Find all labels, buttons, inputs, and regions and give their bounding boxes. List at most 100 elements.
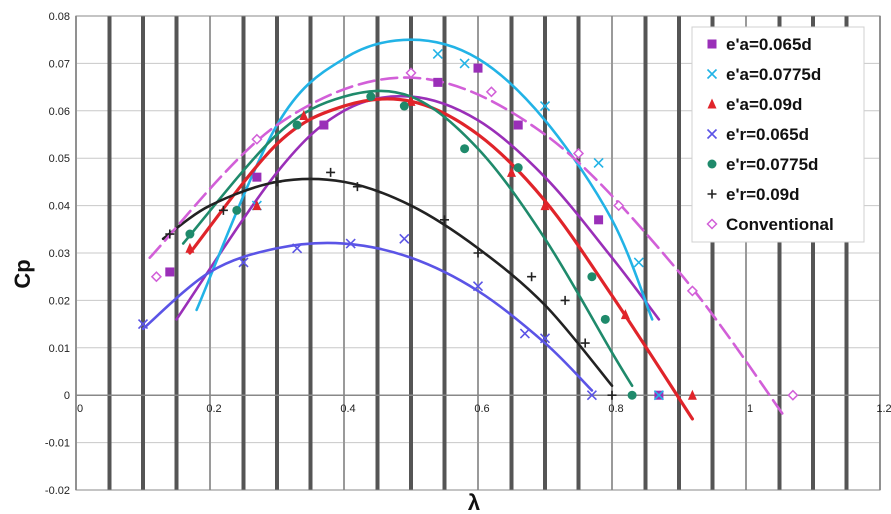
y-tick-label: 0.01 [49, 343, 70, 355]
data-point [627, 390, 637, 400]
data-point [399, 101, 409, 111]
legend: e'a=0.065d e'a=0.0775d e'a=0.09d e'r=0.065d… [691, 26, 865, 243]
data-point [406, 95, 416, 106]
data-point [593, 157, 604, 169]
data-point [527, 272, 537, 282]
data-point [594, 215, 604, 225]
legend-label: e'a=0.09d [726, 95, 802, 114]
legend-label: e'r=0.09d [726, 185, 800, 204]
series-trend-line [188, 97, 694, 421]
data-point [345, 238, 356, 249]
series-trend-line [141, 241, 594, 392]
data-point [432, 48, 443, 59]
data-point [572, 147, 585, 160]
data-point [165, 267, 175, 277]
series-trend-line [181, 89, 634, 388]
data-point [165, 229, 175, 239]
legend-marker [707, 39, 717, 49]
legend-marker [706, 68, 718, 80]
data-point [150, 271, 162, 283]
data-point [607, 390, 617, 400]
data-point [539, 100, 551, 112]
data-point [137, 319, 149, 330]
data-point [787, 389, 799, 401]
data-point [620, 309, 630, 320]
legend-marker [707, 159, 717, 169]
data-point [539, 333, 551, 344]
legend-marker [706, 218, 718, 230]
legend-box [691, 26, 865, 243]
data-point [600, 314, 610, 324]
y-axis-title: Cp [10, 259, 35, 288]
data-point [292, 243, 303, 254]
data-markers [137, 48, 799, 401]
legend-label: e'r=0.0775d [726, 155, 818, 174]
legend-label: e'r=0.065d [726, 125, 809, 144]
data-point [472, 281, 484, 292]
data-point [459, 58, 470, 69]
grid-lines [75, 15, 881, 491]
trend-lines [141, 38, 788, 421]
data-point [252, 200, 262, 211]
data-point [473, 248, 483, 258]
legend-label: e'a=0.065d [726, 35, 812, 54]
data-point [272, 177, 282, 187]
legend-marker [706, 128, 718, 140]
data-point [507, 166, 516, 177]
data-point [540, 200, 550, 211]
data-point [686, 285, 698, 297]
data-point [633, 257, 644, 268]
data-point [185, 242, 195, 253]
x-tick-label: 0.4 [340, 403, 355, 415]
data-point [238, 257, 249, 268]
x-tick-label: 1 [747, 403, 753, 415]
data-point [580, 338, 590, 348]
tick-labels: -0.02 -0.01 0 0.01 0.02 0.03 0.04 0.05 0.06 0.07 0… [45, 11, 891, 497]
data-point [405, 67, 417, 79]
x-tick-label: 0 [77, 403, 83, 415]
data-point [292, 120, 302, 130]
data-point [185, 229, 195, 239]
data-point [560, 295, 570, 305]
plot-border [75, 15, 881, 491]
data-point [218, 205, 228, 215]
x-tick-label: 1.2 [876, 403, 891, 415]
data-point [613, 200, 625, 212]
legend-marker [707, 189, 717, 199]
y-tick-label: 0.02 [49, 295, 70, 307]
y-tick-label: -0.02 [45, 485, 70, 497]
data-point [326, 167, 336, 177]
data-point [366, 92, 376, 102]
data-point [440, 215, 449, 225]
x-axis-title: λ [468, 490, 480, 514]
x-tick-label: 0.8 [608, 403, 623, 415]
data-point [473, 63, 483, 73]
data-point [433, 77, 443, 87]
data-point [460, 144, 470, 154]
data-point [485, 86, 497, 98]
legend-label: e'a=0.0775d [726, 65, 821, 84]
data-point [299, 110, 309, 121]
y-tick-label: 0.06 [49, 106, 70, 118]
data-point [586, 390, 597, 401]
y-tick-label: 0 [64, 390, 70, 402]
y-tick-label: 0.05 [49, 153, 70, 165]
data-point [399, 233, 410, 244]
y-tick-label: 0.03 [49, 248, 70, 260]
y-tick-label: 0.07 [49, 58, 70, 70]
data-point [232, 205, 242, 215]
legend-marker [707, 98, 717, 109]
data-point [513, 163, 523, 173]
data-point [251, 133, 263, 145]
data-point [513, 120, 523, 130]
data-point [352, 182, 362, 192]
data-point [687, 389, 697, 400]
series-trend-line [148, 76, 788, 421]
data-point [587, 272, 597, 282]
data-point [252, 172, 262, 182]
x-tick-label: 0.2 [206, 403, 221, 415]
series-trend-line [161, 177, 614, 388]
series-trend-line [175, 94, 661, 321]
y-tick-label: -0.01 [45, 438, 70, 450]
